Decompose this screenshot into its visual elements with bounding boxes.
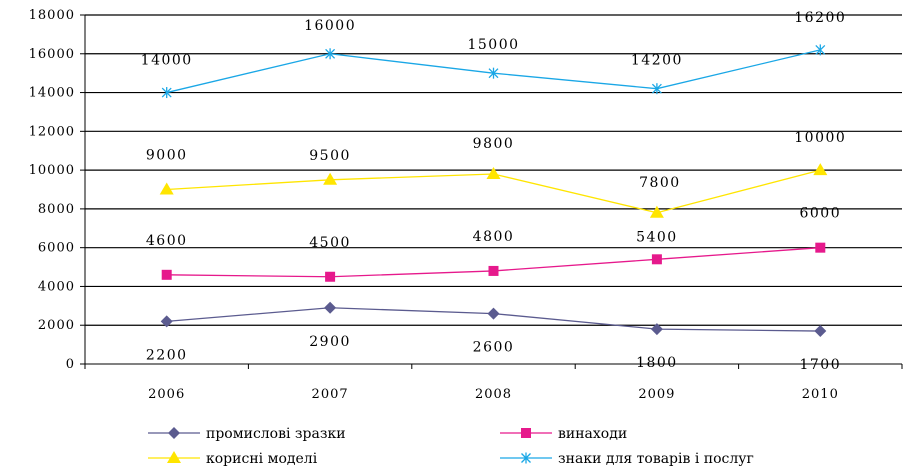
- data-label: 15000: [467, 37, 519, 53]
- data-label: 7800: [639, 175, 681, 191]
- data-label: 9500: [309, 148, 351, 164]
- data-point: [488, 67, 499, 79]
- series-group: [159, 44, 828, 338]
- data-point: [159, 182, 174, 195]
- y-tick-label: 18000: [29, 8, 75, 23]
- legend: промислові зразки винаходи корисні моделі з…: [148, 426, 754, 467]
- data-label: 14200: [631, 53, 683, 69]
- data-label: 9800: [473, 136, 515, 152]
- y-tick-label: 10000: [29, 163, 75, 178]
- data-label: 1800: [636, 355, 678, 371]
- data-point: [651, 254, 662, 265]
- series-4: [161, 44, 826, 99]
- data-point: [160, 315, 173, 328]
- legend-label: знаки для товарів і послуг: [558, 451, 754, 467]
- legend-marker: [521, 428, 531, 438]
- data-point: [487, 307, 500, 320]
- y-tick-label: 8000: [38, 202, 75, 217]
- data-point: [486, 166, 501, 179]
- data-label: 14000: [141, 53, 193, 69]
- series-1: [160, 301, 827, 338]
- legend-marker: [168, 427, 180, 439]
- data-label: 4500: [309, 235, 351, 251]
- data-point: [651, 83, 662, 95]
- data-label: 2200: [146, 347, 188, 363]
- y-tick-label: 16000: [29, 47, 75, 62]
- data-point: [815, 242, 826, 253]
- y-tick-label: 14000: [29, 86, 75, 101]
- x-tick-label: 2009: [638, 387, 675, 402]
- y-tick-labels: 0 2000 4000 6000 8000 10000 12000 14000 16000 180…: [29, 8, 75, 372]
- legend-item: корисні моделі: [148, 451, 318, 467]
- data-label: 16000: [304, 18, 356, 34]
- x-tick-label: 2007: [312, 387, 349, 402]
- series-2: [161, 242, 826, 282]
- legend-label: промислові зразки: [206, 426, 346, 442]
- data-label: 4800: [473, 229, 515, 245]
- y-tick-label: 2000: [38, 318, 75, 333]
- data-point: [161, 269, 172, 280]
- data-point: [649, 205, 664, 218]
- series-3: [159, 163, 828, 218]
- legend-label: винаходи: [558, 426, 627, 442]
- y-tick-label: 4000: [38, 279, 75, 294]
- data-point: [814, 325, 827, 338]
- legend-marker: [167, 451, 181, 463]
- data-point: [325, 48, 336, 60]
- y-tick-label: 12000: [29, 124, 75, 139]
- data-label: 5400: [636, 229, 678, 245]
- data-point: [324, 301, 337, 314]
- axes: [80, 14, 903, 369]
- y-tick-label: 0: [66, 357, 75, 372]
- data-point: [813, 163, 828, 176]
- x-tick-labels: 2006 2007 2008 2009 2010: [148, 387, 839, 402]
- x-tick-label: 2010: [802, 387, 839, 402]
- data-point: [323, 172, 338, 185]
- data-point: [650, 323, 663, 336]
- data-label: 16200: [794, 10, 846, 26]
- data-label: 2600: [473, 340, 515, 356]
- data-label: 1700: [799, 357, 841, 373]
- data-labels-group: 2200 2900 2600 1800 1700 4600 4500 4800 5400 6000…: [141, 10, 846, 373]
- data-label: 2900: [309, 334, 351, 350]
- y-tick-label: 6000: [38, 241, 75, 256]
- legend-label: корисні моделі: [206, 451, 318, 467]
- data-point: [488, 265, 499, 276]
- legend-item: знаки для товарів і послуг: [500, 451, 754, 467]
- x-tick-label: 2006: [148, 387, 185, 402]
- x-tick-label: 2008: [475, 387, 512, 402]
- data-label: 6000: [799, 206, 841, 222]
- data-label: 9000: [146, 148, 188, 164]
- legend-item: промислові зразки: [148, 426, 346, 442]
- data-label: 4600: [146, 233, 188, 249]
- data-point: [325, 271, 336, 282]
- data-point: [161, 87, 172, 99]
- legend-marker: [521, 452, 531, 464]
- legend-item: винаходи: [500, 426, 627, 442]
- data-label: 10000: [794, 130, 846, 146]
- data-point: [815, 44, 826, 56]
